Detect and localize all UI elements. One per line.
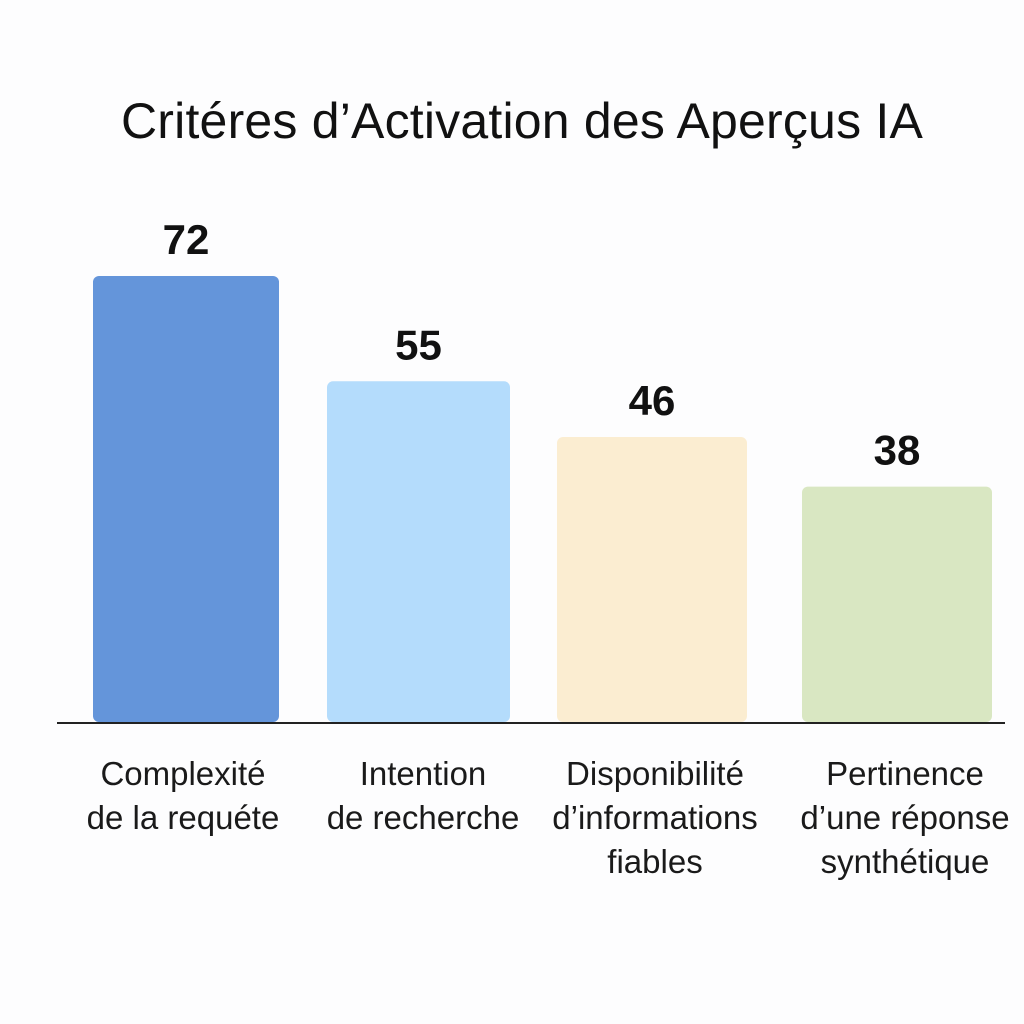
bar	[327, 381, 510, 722]
bar-value-label: 72	[163, 216, 210, 263]
bar-value-label: 46	[629, 377, 676, 424]
category-label: Complexité de la requéte	[86, 755, 280, 836]
bar	[557, 437, 747, 722]
bars-group	[93, 276, 992, 722]
bar-value-label: 55	[395, 321, 442, 368]
bar-value-label: 38	[874, 427, 921, 474]
bar	[802, 486, 992, 722]
bar	[93, 276, 279, 722]
value-labels-group: 72 55 46 38	[163, 216, 921, 474]
category-label: Intention de recherche	[326, 755, 520, 836]
chart-title: Critéres d’Activation des Aperçus IA	[121, 93, 923, 149]
category-label: Disponibilité d’informations fiables	[552, 755, 758, 880]
category-label: Pertinence d’une réponse synthétique	[800, 755, 1010, 880]
